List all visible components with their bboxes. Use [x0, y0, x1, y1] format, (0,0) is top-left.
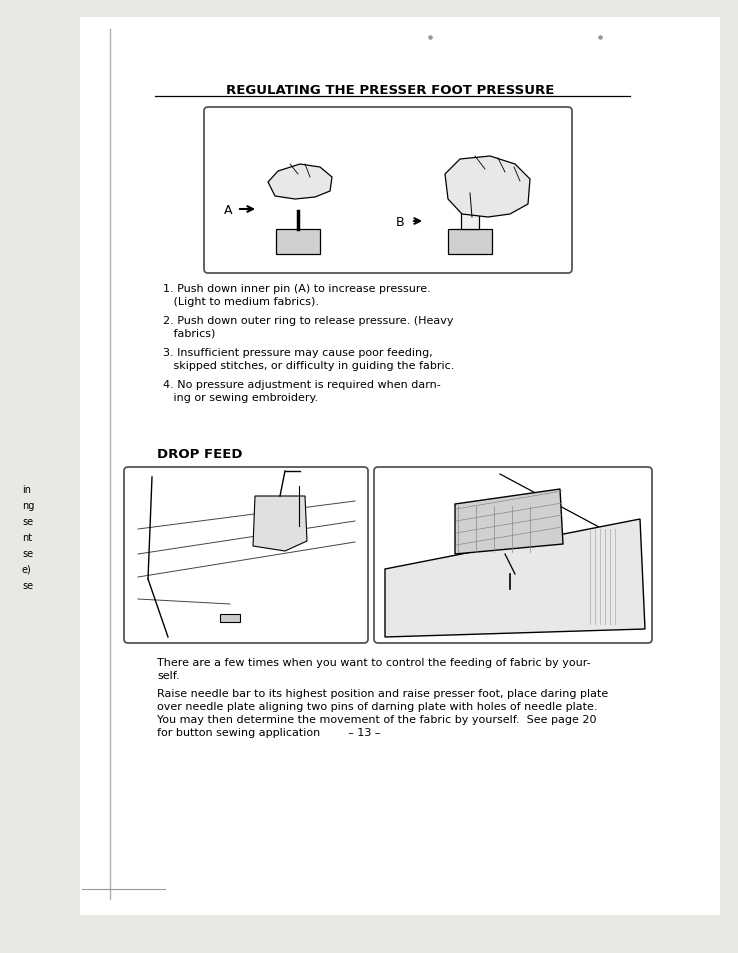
Text: ing or sewing embroidery.: ing or sewing embroidery.: [163, 393, 318, 402]
Text: se: se: [22, 548, 33, 558]
FancyBboxPatch shape: [204, 108, 572, 274]
Text: DROP FEED: DROP FEED: [157, 448, 243, 460]
Polygon shape: [253, 497, 307, 552]
Text: for button sewing application        – 13 –: for button sewing application – 13 –: [157, 727, 381, 738]
Text: over needle plate aligning two pins of darning plate with holes of needle plate.: over needle plate aligning two pins of d…: [157, 701, 598, 711]
Text: REGULATING THE PRESSER FOOT PRESSURE: REGULATING THE PRESSER FOOT PRESSURE: [226, 84, 554, 96]
FancyBboxPatch shape: [374, 468, 652, 643]
Text: e): e): [22, 564, 32, 575]
Polygon shape: [385, 519, 645, 638]
Text: 4. No pressure adjustment is required when darn-: 4. No pressure adjustment is required wh…: [163, 379, 441, 390]
Text: self.: self.: [157, 670, 179, 680]
Bar: [80, 18, 720, 915]
Text: There are a few times when you want to control the feeding of fabric by your-: There are a few times when you want to c…: [157, 658, 590, 667]
Text: A: A: [224, 203, 232, 216]
Polygon shape: [445, 157, 530, 218]
Text: Raise needle bar to its highest position and raise presser foot, place daring pl: Raise needle bar to its highest position…: [157, 688, 608, 699]
Bar: [220, 615, 240, 622]
Polygon shape: [448, 230, 492, 254]
Text: nt: nt: [22, 533, 32, 542]
Text: You may then determine the movement of the fabric by yourself.  See page 20: You may then determine the movement of t…: [157, 714, 596, 724]
Text: se: se: [22, 580, 33, 590]
FancyBboxPatch shape: [124, 468, 368, 643]
Text: se: se: [22, 517, 33, 526]
Text: ng: ng: [22, 500, 35, 511]
Polygon shape: [276, 230, 320, 254]
Text: 2. Push down outer ring to release pressure. (Heavy: 2. Push down outer ring to release press…: [163, 315, 453, 326]
Text: 3. Insufficient pressure may cause poor feeding,: 3. Insufficient pressure may cause poor …: [163, 348, 432, 357]
Polygon shape: [455, 490, 563, 555]
Text: skipped stitches, or difficulty in guiding the fabric.: skipped stitches, or difficulty in guidi…: [163, 360, 455, 371]
Text: fabrics): fabrics): [163, 329, 215, 338]
Polygon shape: [268, 165, 332, 200]
Text: (Light to medium fabrics).: (Light to medium fabrics).: [163, 296, 319, 307]
Text: in: in: [22, 484, 31, 495]
Text: 1. Push down inner pin (A) to increase pressure.: 1. Push down inner pin (A) to increase p…: [163, 284, 431, 294]
Text: B: B: [396, 215, 404, 229]
Bar: [461, 193, 479, 230]
